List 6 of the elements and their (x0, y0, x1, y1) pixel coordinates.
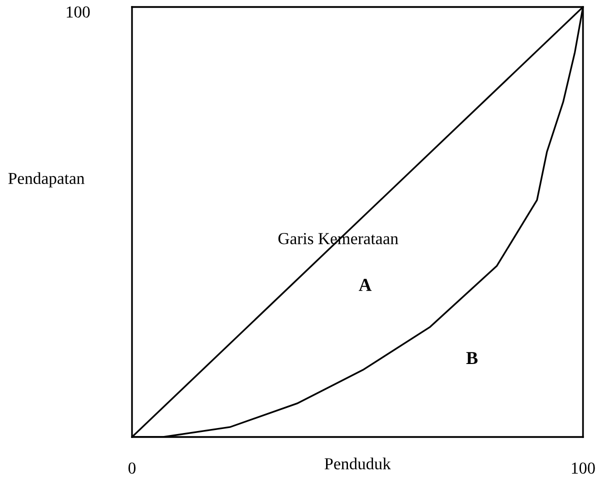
y-axis-title: Pendapatan (8, 172, 84, 188)
x-axis-title: Penduduk (324, 458, 391, 470)
text: 100 (66, 6, 90, 18)
annotation: A (358, 278, 372, 291)
x-tick-label: 0 (128, 462, 136, 474)
annotation: B (466, 352, 478, 364)
